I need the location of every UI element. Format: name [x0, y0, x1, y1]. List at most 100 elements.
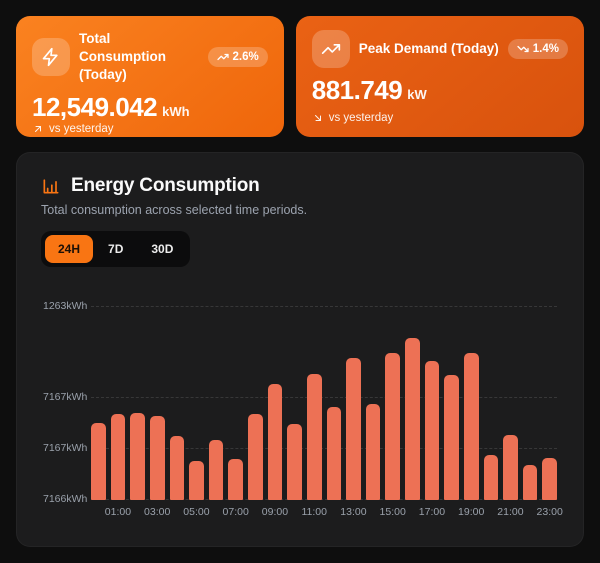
- x-axis-tick: [444, 506, 459, 519]
- bar-09:00[interactable]: [267, 384, 283, 500]
- x-axis-label: 09:00: [261, 506, 289, 518]
- bar-06:00[interactable]: [208, 440, 224, 500]
- x-axis-tick: 01:00: [105, 506, 131, 519]
- trend-badge-down: 1.4%: [507, 39, 568, 59]
- bar-13:00[interactable]: [346, 358, 361, 500]
- chart-subtitle: Total consumption across selected time p…: [41, 203, 308, 217]
- bar-19:00[interactable]: [463, 353, 479, 500]
- trend-badge-up: 2.6%: [207, 47, 268, 68]
- x-axis-tick: 15:00: [380, 506, 406, 519]
- x-axis-tick: 21:00: [497, 506, 523, 519]
- bar-05:00[interactable]: [189, 461, 204, 500]
- x-axis-label: 21:00: [497, 506, 524, 518]
- trending-down-icon: [517, 43, 529, 55]
- bar-21:00[interactable]: [503, 435, 518, 500]
- card-title: Peak Demand (Today): [358, 40, 499, 56]
- bar-22:00[interactable]: [522, 465, 538, 500]
- x-axis-label: 19:00: [458, 506, 485, 518]
- x-axis-tick: [248, 506, 263, 519]
- bar-12:00[interactable]: [326, 407, 342, 500]
- plot-area: 1263kWh 7167kWh 7167kWh 7166kWh: [41, 293, 559, 505]
- x-axis-label: 23:00: [536, 506, 563, 518]
- bar-23:00[interactable]: [542, 458, 557, 500]
- bar-07:00[interactable]: [228, 459, 243, 500]
- y-axis-label: 7167kWh: [43, 391, 88, 403]
- arrow-down-right-icon: [312, 112, 324, 124]
- consumption-unit: kWh: [162, 103, 190, 119]
- x-axis-tick: [366, 506, 381, 519]
- card-value-row: 12,549.042 kWh: [32, 92, 268, 123]
- x-axis-tick: [484, 506, 499, 519]
- bar-15:00[interactable]: [385, 353, 400, 500]
- bar-03:00[interactable]: [149, 416, 165, 500]
- consumption-value: 12,549.042: [32, 91, 158, 122]
- card-footer: vs yesterday: [32, 123, 268, 135]
- x-axis-label: 13:00: [340, 506, 367, 518]
- tab-30d[interactable]: 30D: [138, 235, 186, 263]
- card-value-row: 881.749 kW: [312, 75, 568, 106]
- tab-24h[interactable]: 24H: [45, 235, 94, 263]
- total-consumption-card: Total Consumption (Today) 2.6% 12,549.04…: [16, 16, 284, 137]
- y-axis-label: 7167kWh: [43, 442, 88, 454]
- card-footer: vs yesterday: [312, 112, 568, 124]
- bar-chart-icon: [41, 176, 61, 196]
- x-axis-tick: [327, 506, 342, 519]
- zap-icon: [32, 38, 70, 77]
- x-axis-tick: [523, 506, 538, 519]
- x-axis-tick: 09:00: [262, 506, 288, 519]
- trending-up-icon: [216, 51, 229, 63]
- x-axis-tick: [170, 506, 185, 519]
- x-axis-label: 17:00: [418, 506, 446, 518]
- x-axis-label: 07:00: [222, 506, 249, 518]
- card-header: Total Consumption (Today) 2.6%: [32, 30, 268, 85]
- x-axis-tick: 17:00: [419, 506, 445, 519]
- bar-04:00[interactable]: [169, 436, 185, 500]
- footer-label: vs yesterday: [328, 112, 394, 124]
- card-header: Peak Demand (Today) 1.4%: [311, 30, 568, 68]
- x-axis-tick: 05:00: [183, 506, 209, 519]
- x-axis-tick: [209, 506, 224, 519]
- x-axis-label: 03:00: [144, 506, 171, 518]
- bar-17:00[interactable]: [424, 361, 440, 500]
- gridline: [91, 397, 557, 398]
- time-range-tabs: 24H 7D 30D: [41, 231, 191, 267]
- gridline: [91, 448, 557, 449]
- card-title: Total Consumption (Today): [79, 31, 166, 83]
- bar-10:00[interactable]: [287, 424, 302, 500]
- bar-14:00[interactable]: [365, 404, 381, 500]
- gridline: [91, 306, 557, 307]
- chart-header: Energy Consumption: [41, 175, 559, 197]
- x-axis-tick: 07:00: [223, 506, 249, 519]
- peak-demand-unit: kW: [407, 87, 427, 102]
- x-axis-tick: [287, 506, 302, 519]
- energy-dashboard: Total Consumption (Today) 2.6% 12,549.04…: [16, 16, 584, 547]
- bar-16:00[interactable]: [405, 338, 420, 500]
- bar-08:00[interactable]: [248, 414, 263, 500]
- bar-02:00[interactable]: [130, 413, 145, 500]
- gridline: [91, 499, 557, 500]
- peak-demand-card: Peak Demand (Today) 1.4% 881.749 kW vs y…: [295, 16, 584, 137]
- bars: [91, 293, 557, 500]
- tab-7d[interactable]: 7D: [95, 235, 136, 263]
- badge-value: 1.4%: [532, 43, 559, 55]
- energy-consumption-card: Energy Consumption Total consumption acr…: [16, 152, 584, 547]
- x-axis-tick: 11:00: [301, 506, 327, 519]
- y-axis-label: 7166kWh: [43, 493, 88, 505]
- x-axis-label: 11:00: [301, 506, 327, 518]
- arrow-up-right-icon: [32, 123, 44, 135]
- bar-00:00[interactable]: [91, 423, 106, 500]
- trending-up-icon: [311, 30, 350, 68]
- x-axis-tick: 03:00: [144, 506, 170, 519]
- x-axis-label: 05:00: [183, 506, 210, 518]
- bar-01:00[interactable]: [110, 414, 126, 500]
- x-axis-label: 01:00: [104, 506, 132, 518]
- bar-18:00[interactable]: [444, 375, 459, 500]
- x-axis-tick: [91, 506, 106, 519]
- bar-20:00[interactable]: [483, 455, 499, 500]
- badge-value: 2.6%: [232, 51, 259, 64]
- x-axis-tick: 23:00: [537, 506, 563, 519]
- x-axis-tick: 19:00: [458, 506, 484, 519]
- footer-label: vs yesterday: [49, 122, 114, 135]
- x-axis-tick: [405, 506, 420, 519]
- bar-11:00[interactable]: [306, 374, 322, 500]
